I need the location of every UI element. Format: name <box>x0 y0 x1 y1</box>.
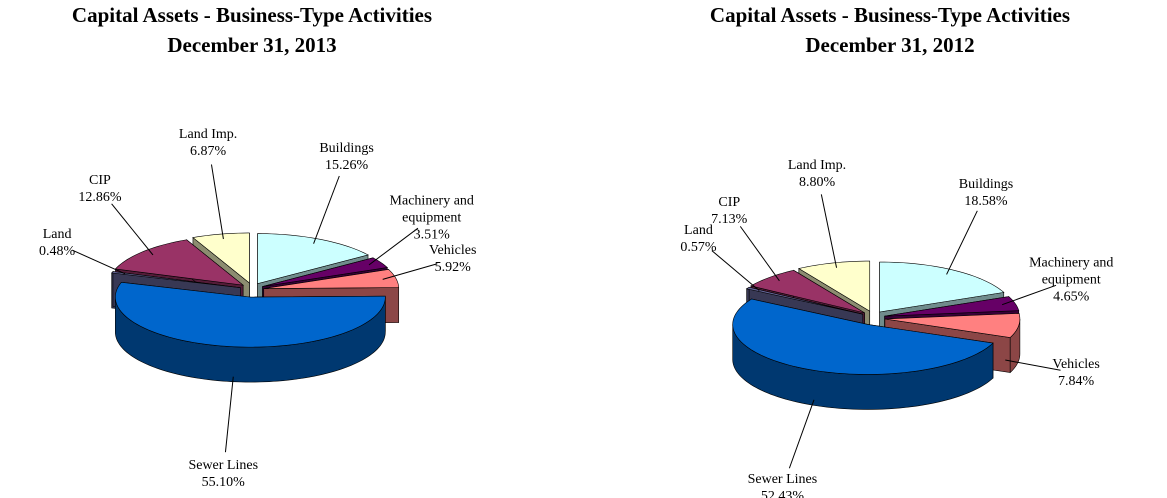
leader-line <box>946 210 978 275</box>
value-label: 0.57% <box>680 240 717 256</box>
slice-label: Machinery and equipment 3.51% <box>374 192 489 243</box>
slice-top <box>263 269 400 289</box>
value-label: 18.58% <box>964 193 1008 209</box>
leader-line <box>313 175 340 244</box>
leader-line <box>71 249 126 275</box>
slice-label: CIP 7.13% <box>711 194 747 228</box>
slice-top <box>884 313 1021 338</box>
category-label: CIP <box>89 173 111 189</box>
slice-label: Buildings 18.58% <box>959 176 1013 210</box>
leader-line <box>368 227 419 266</box>
value-label: 6.87% <box>190 144 227 160</box>
slice-top <box>745 286 863 315</box>
slice <box>732 298 994 410</box>
value-label: 7.84% <box>1058 374 1095 390</box>
category-label: CIP <box>718 195 741 211</box>
slice-top <box>257 233 369 284</box>
leader-line <box>788 399 815 469</box>
leader-line <box>711 250 760 292</box>
category-label: Machinery and equipment <box>389 193 474 226</box>
leader-line <box>111 203 154 256</box>
slice-label: Land 0.57% <box>680 222 716 256</box>
slice-top <box>798 260 871 312</box>
leader-line <box>739 226 780 282</box>
slice-top <box>115 281 386 348</box>
leader-line <box>820 194 838 268</box>
category-label: Buildings <box>958 176 1014 192</box>
slice <box>115 281 386 383</box>
category-label: Buildings <box>319 140 374 156</box>
value-label: 5.92% <box>434 260 471 276</box>
slice-label: Vehicles 5.92% <box>429 242 476 276</box>
slice-top <box>750 269 865 314</box>
slice-top <box>732 298 994 375</box>
slice-top <box>262 257 388 287</box>
category-label: Land Imp. <box>178 127 238 143</box>
value-label: 3.51% <box>413 227 450 243</box>
chart-title: Capital Assets - Business-Type Activitie… <box>710 3 1070 27</box>
slice-top <box>884 296 1020 317</box>
slice-label: Buildings 15.26% <box>319 140 373 174</box>
slice-label: Vehicles 7.84% <box>1052 356 1099 390</box>
slice-top <box>192 232 250 284</box>
value-label: 0.48% <box>39 244 76 260</box>
category-label: Land <box>42 227 72 243</box>
category-label: Vehicles <box>428 243 477 259</box>
value-label: 4.65% <box>1053 289 1090 305</box>
slice-top <box>114 239 245 286</box>
category-label: Machinery and equipment <box>1029 255 1114 288</box>
value-label: 8.80% <box>798 174 836 190</box>
slice-top <box>879 261 1005 313</box>
slice-label: Machinery and equipment 4.65% <box>1023 254 1119 305</box>
value-label: 12.86% <box>78 190 122 206</box>
leader-line <box>382 263 438 280</box>
leader-line <box>1001 284 1057 306</box>
slice-label: Sewer Lines 52.43% <box>748 471 818 498</box>
slice-label: Land Imp. 6.87% <box>179 126 237 160</box>
leader-line <box>1005 359 1061 371</box>
category-label: Land <box>684 223 713 239</box>
slice-top <box>111 271 241 289</box>
slice-label: CIP 12.86% <box>78 172 121 206</box>
chart-title: Capital Assets - Business-Type Activitie… <box>72 3 432 27</box>
chart-subtitle: December 31, 2012 <box>805 33 974 57</box>
slice-label: Land 0.48% <box>39 226 75 260</box>
category-label: Vehicles <box>1052 357 1100 373</box>
slice-label: Land Imp. 8.80% <box>788 157 846 191</box>
category-label: Sewer Lines <box>188 457 259 473</box>
category-label: Land Imp. <box>787 157 847 173</box>
value-label: 7.13% <box>711 212 748 228</box>
slice-label: Sewer Lines 55.10% <box>188 457 258 491</box>
chart-subtitle: December 31, 2013 <box>167 33 336 57</box>
leader-line <box>210 164 224 240</box>
value-label: 15.26% <box>324 157 369 173</box>
category-label: Sewer Lines <box>747 471 818 487</box>
value-label: 52.43% <box>760 488 804 498</box>
leader-line <box>224 376 234 453</box>
value-label: 55.10% <box>201 474 245 490</box>
